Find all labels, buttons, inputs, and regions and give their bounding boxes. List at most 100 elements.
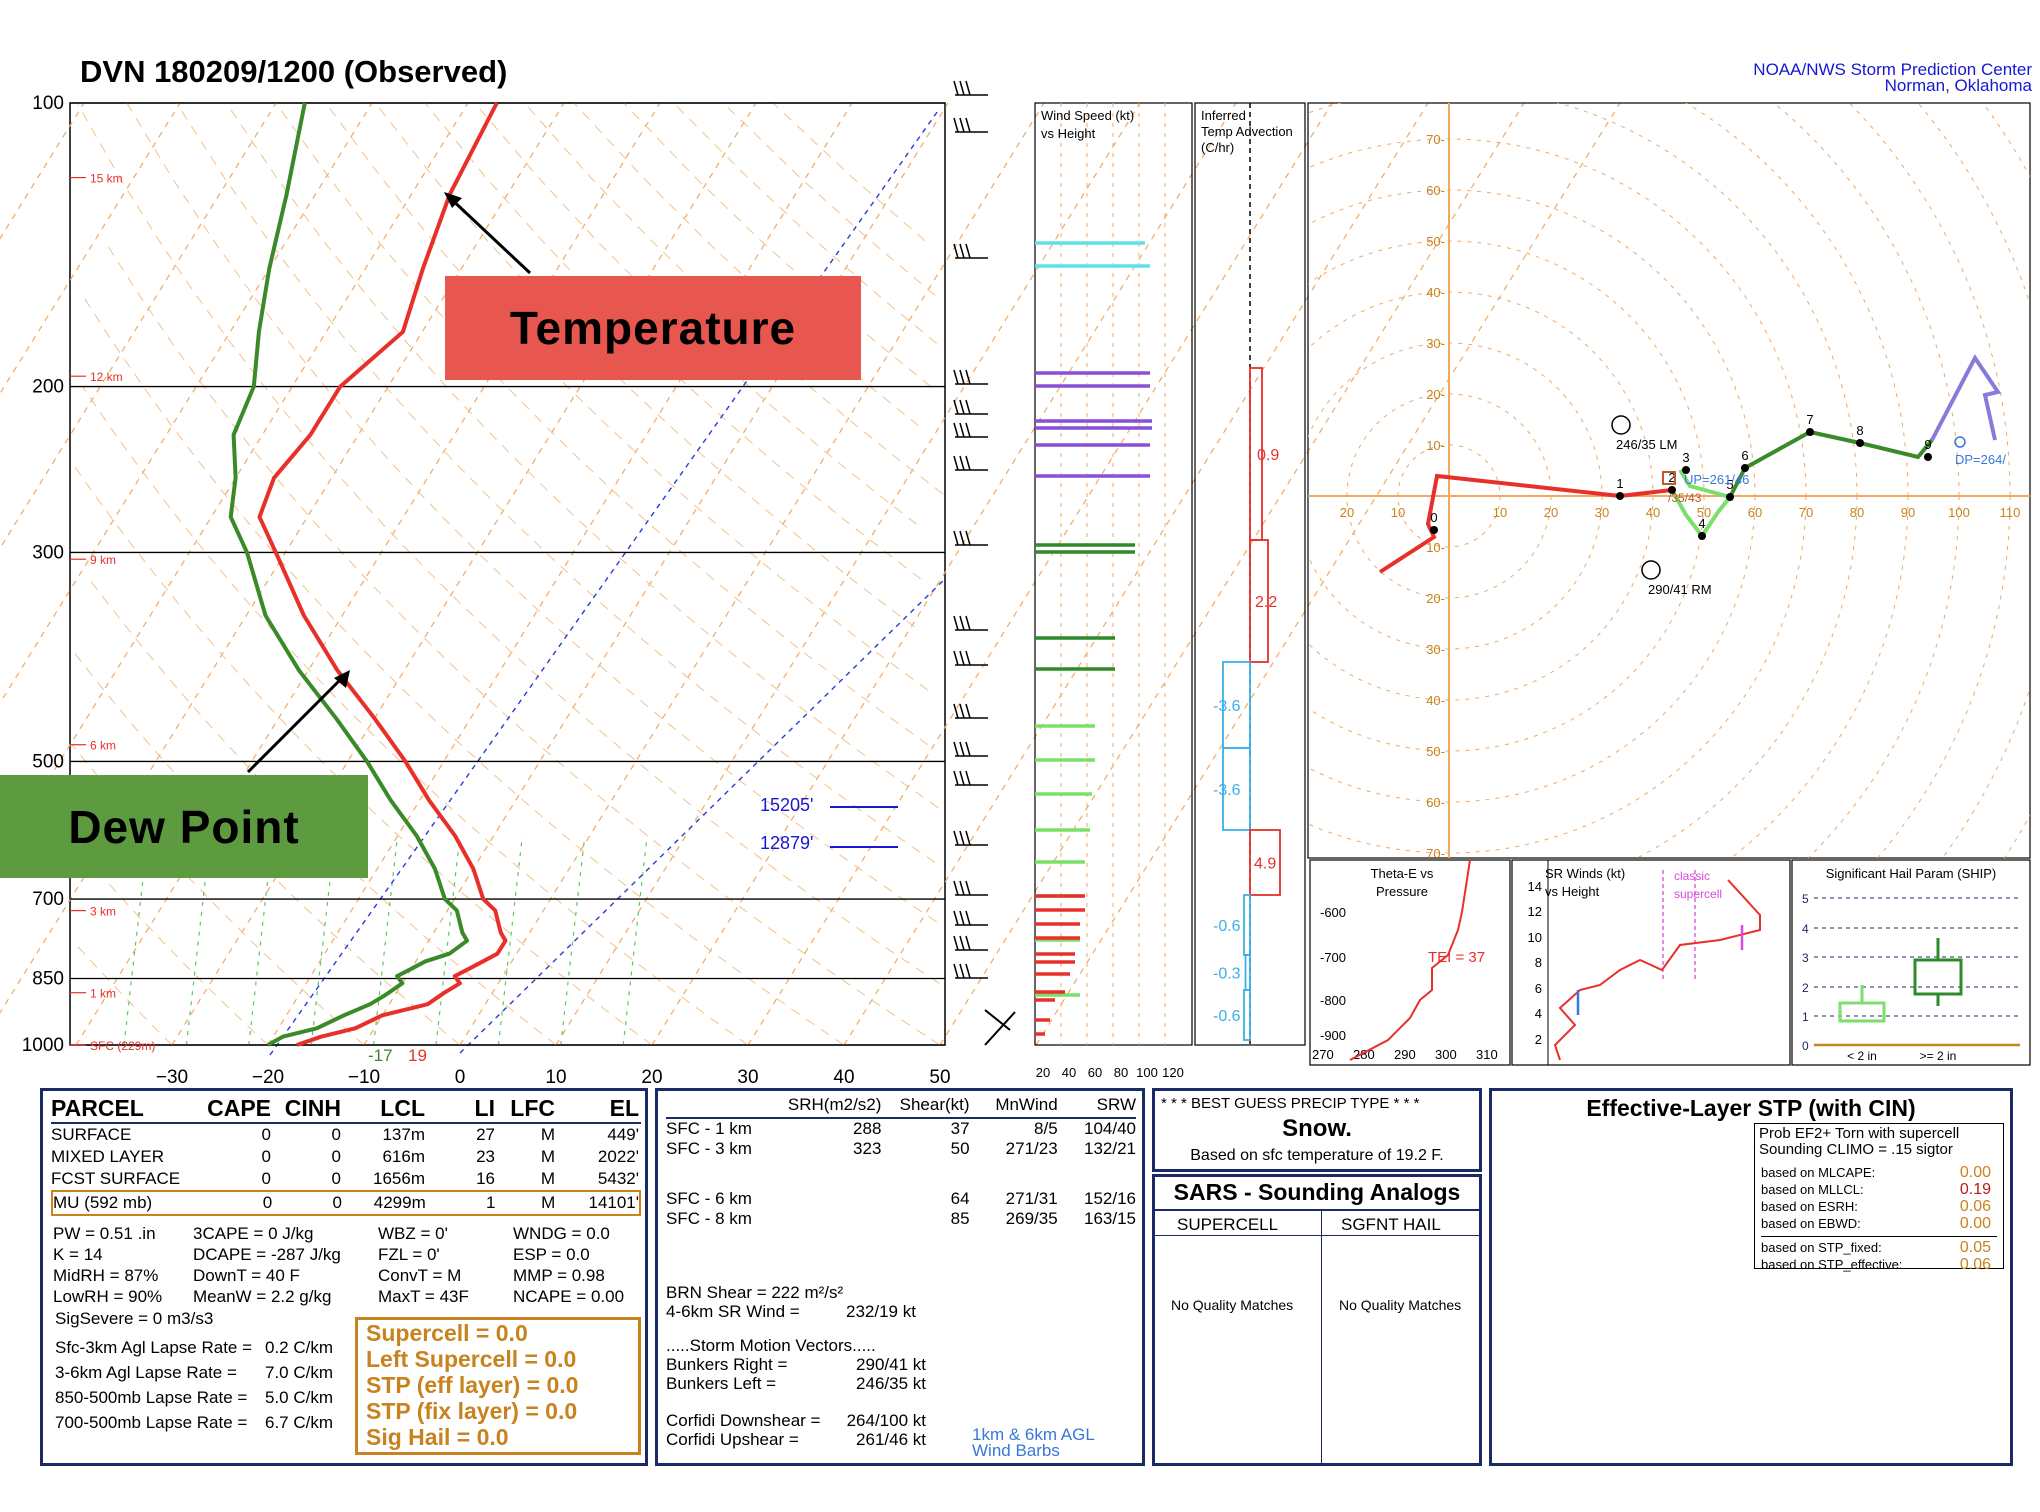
left-mover-marker — [1611, 415, 1631, 435]
kin-cell: 271/31 — [1005, 1189, 1058, 1208]
temp-tick-label: −20 — [252, 1067, 284, 1088]
hodograph-trace-upper — [1728, 429, 1934, 498]
hodograph-x-tick: 20 — [1340, 505, 1354, 520]
pressure-tick-label: 850 — [32, 969, 64, 990]
ship-box-ge2 — [1913, 958, 1963, 996]
wind-barb-flag — [965, 80, 971, 96]
wind-barb-flag — [965, 741, 971, 757]
stp-prob-box: Prob EF2+ Torn with supercell Sounding C… — [1754, 1123, 2004, 1273]
composite-item: STP (fix layer) = 0.0 — [366, 1398, 578, 1424]
sars-panel: SARS - Sounding Analogs SUPERCELL SGFNT … — [1152, 1174, 1482, 1466]
storm-motion-label: Bunkers Left = — [666, 1374, 777, 1393]
dry-adiabat — [74, 943, 173, 1046]
ship-y-tick: 1 — [1802, 1010, 1809, 1024]
dry-adiabat — [722, 102, 936, 296]
temp-adv-bar — [1249, 829, 1281, 896]
parcel-cell: 14101' — [588, 1193, 640, 1212]
wind-speed-tick: 20 — [1036, 1065, 1050, 1080]
ship-y-tick: 5 — [1802, 892, 1809, 906]
corfidi-list: Corfidi Downshear = 264/100 kt Corfidi Ups… — [666, 1411, 926, 1449]
sr-wind-value: 232/19 kt — [846, 1302, 916, 1321]
composite-item: Sig Hail = 0.0 — [366, 1424, 509, 1450]
theta-e-tei: TEI = 37 — [1428, 949, 1485, 966]
height-label: 9 km — [90, 553, 116, 567]
upshear-label: UP=261/46 — [1684, 472, 1749, 487]
wind-barb-flag — [959, 369, 965, 385]
kin-row-label: SFC - 6 km — [666, 1189, 752, 1208]
isotherm — [651, 102, 1237, 1046]
sr-wind-label: 4-6km SR Wind = — [666, 1302, 800, 1321]
stp-panel: Effective-Layer STP (with CIN) Prob EF2+… — [1489, 1088, 2013, 1466]
lapse-rates: Sfc-3km Agl Lapse Rate = 0.2 C/km 3-6km Ag… — [55, 1335, 355, 1435]
level-label-1: 15205' — [760, 795, 814, 815]
temp-adv-value: 0.9 — [1257, 447, 1279, 464]
isotherm — [171, 102, 757, 1046]
wind-barb-flag — [965, 650, 971, 666]
temp-tick-label: −10 — [348, 1067, 380, 1088]
dry-adiabat — [103, 240, 941, 1046]
hodograph-y-tick: 70- — [1426, 132, 1445, 147]
hodograph-point-label: 9 — [1924, 437, 1931, 452]
parcel-cell: 0 — [261, 1169, 271, 1188]
kin-row-label: SFC - 3 km — [666, 1139, 752, 1158]
lapse-label: 700-500mb Lapse Rate = — [55, 1413, 248, 1432]
wind-speed-tick: 120 — [1162, 1065, 1184, 1080]
wind-barb-flag — [965, 369, 971, 385]
level-label-2: 12879' — [760, 833, 814, 853]
wind-barb-flag — [959, 741, 965, 757]
wind-barb-flag — [953, 830, 959, 846]
wind-barb-flag — [965, 422, 971, 438]
index-cell: DCAPE = -287 J/kg — [193, 1245, 341, 1264]
kin-header-cell: SRH(m2/s2) — [787, 1095, 882, 1114]
height-label: SFC (229m) — [90, 1039, 155, 1053]
wind-barb-flag — [953, 703, 959, 719]
ship-y-tick: 4 — [1802, 922, 1809, 936]
index-cell: MaxT = 43F — [378, 1287, 469, 1306]
sr-supercell-label: supercell — [1674, 887, 1722, 901]
kin-cell: 37 — [950, 1119, 970, 1138]
lapse-label: 850-500mb Lapse Rate = — [55, 1388, 248, 1407]
wind-barb-flag — [959, 650, 965, 666]
parcel-cell: M — [540, 1169, 555, 1188]
wind-speed-tick: 100 — [1136, 1065, 1158, 1080]
left-mover-label: 246/35 LM — [1616, 437, 1677, 452]
index-cell: ConvT = M — [378, 1266, 462, 1285]
sr-winds-trace — [1553, 879, 1761, 1061]
mean-wind-marker — [1662, 471, 1676, 485]
stp-based-value: 0.05 — [1959, 1239, 1991, 1256]
hodograph-trace-low — [1378, 473, 1673, 574]
isotherm — [747, 102, 1333, 1046]
parcel-rows: PARCEL CAPE CINH LCL LI LFC EL SURFACE 0 0 137m 27 M… — [51, 1095, 641, 1216]
downshear-label: DP=264/ — [1955, 452, 2006, 467]
isotherm — [1035, 102, 1621, 1046]
kin-cell: 50 — [950, 1139, 970, 1158]
wind-barb-flag — [953, 369, 959, 385]
isotherm — [843, 102, 1429, 1046]
barbs-label-2: Wind Barbs — [972, 1441, 1060, 1460]
sars-none-supercell: No Quality Matches — [1171, 1297, 1294, 1313]
sr-classic-label: classic — [1674, 869, 1710, 883]
parcel-cell: MIXED LAYER — [51, 1147, 165, 1166]
temp-tick-label: 20 — [641, 1067, 662, 1088]
height-label: 1 km — [90, 987, 116, 1001]
parcel-cell: 1656m — [373, 1169, 425, 1188]
brn-shear: BRN Shear = 222 m²/s² — [666, 1283, 844, 1302]
parcel-cell: M — [540, 1147, 555, 1166]
kin-row-label: SFC - 1 km — [666, 1119, 752, 1138]
sigsevere: SigSevere = 0 m3/s3 — [55, 1309, 214, 1328]
kin-cell — [784, 1189, 882, 1209]
lapse-label: Sfc-3km Agl Lapse Rate = — [55, 1338, 253, 1357]
kin-cell: 132/21 — [1084, 1139, 1136, 1158]
index-cell: MidRH = 87% — [53, 1266, 159, 1285]
parcel-header-cell: LCL — [380, 1095, 425, 1121]
parcel-table: PARCEL CAPE CINH LCL LI LFC EL SURFACE 0 0 137m 27 M… — [51, 1095, 641, 1216]
parcel-cell: 0 — [331, 1169, 341, 1188]
pressure-tick-label: 300 — [32, 542, 64, 563]
lapse-value: 6.7 C/km — [265, 1413, 334, 1432]
dry-adiabat — [176, 102, 936, 863]
storm-motion-value: 246/35 kt — [856, 1374, 926, 1393]
hodograph-y-tick: 40- — [1426, 693, 1445, 708]
stp-based-label: based on STP_fixed: — [1761, 1240, 1882, 1255]
